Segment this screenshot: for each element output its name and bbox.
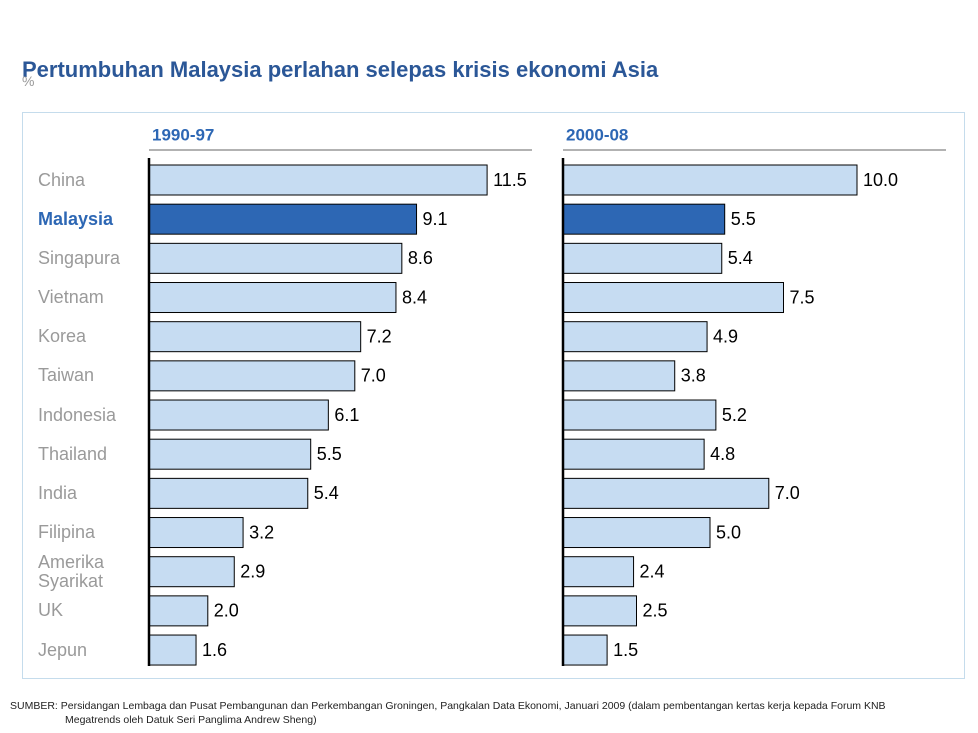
bar — [148, 360, 356, 392]
category-label: Jepun — [38, 639, 88, 660]
value-label: 5.2 — [722, 405, 747, 425]
panel-header: 1990-97 — [152, 125, 214, 144]
frame — [22, 112, 965, 679]
bar — [148, 282, 397, 314]
bar — [562, 203, 726, 235]
value-label: 5.4 — [314, 483, 339, 503]
bar — [562, 321, 708, 353]
category-label: Singapura — [38, 247, 121, 268]
category-label: Filipina — [38, 522, 96, 543]
bar — [148, 517, 244, 549]
value-label: 2.4 — [640, 561, 665, 581]
value-label: 5.5 — [317, 444, 342, 464]
category-label: Amerika Syarikat — [38, 551, 105, 591]
bar — [148, 477, 309, 509]
value-label: 2.0 — [214, 601, 239, 621]
bar — [562, 438, 705, 470]
source: SUMBER: Persidangan Lembaga dan Pusat Pe… — [10, 700, 886, 726]
value-label: 4.8 — [710, 444, 735, 464]
value-label: 7.0 — [775, 483, 800, 503]
category-label: UK — [38, 600, 64, 621]
bar — [148, 399, 329, 431]
value-label: 4.9 — [713, 326, 738, 346]
value-label: 7.0 — [361, 366, 386, 386]
value-label: 3.2 — [249, 522, 274, 542]
bar — [148, 634, 197, 666]
category-label: Thailand — [38, 443, 108, 464]
bar — [562, 556, 635, 588]
bar — [148, 556, 235, 588]
subtitle: % — [22, 73, 35, 89]
bar — [562, 360, 676, 392]
value-label: 9.1 — [423, 209, 448, 229]
value-label: 7.5 — [790, 287, 815, 307]
value-label: 2.9 — [240, 561, 265, 581]
category-label: Malaysia — [38, 208, 114, 229]
value-label: 5.5 — [731, 209, 756, 229]
value-label: 10.0 — [863, 170, 898, 190]
bar — [562, 282, 784, 314]
bar — [148, 595, 209, 627]
title: Pertumbuhan Malaysia perlahan selepas kr… — [22, 57, 659, 82]
value-label: 8.6 — [408, 248, 433, 268]
value-label: 1.5 — [613, 640, 638, 660]
value-label: 1.6 — [202, 640, 227, 660]
value-label: 7.2 — [367, 326, 392, 346]
value-label: 6.1 — [334, 405, 359, 425]
category-label: Vietnam — [38, 287, 104, 307]
value-label: 5.4 — [728, 248, 753, 268]
value-label: 2.5 — [643, 601, 668, 621]
category-label: Indonesia — [38, 404, 117, 425]
value-label: 5.0 — [716, 522, 741, 542]
bar — [562, 517, 711, 549]
bar — [562, 164, 858, 196]
bar — [562, 477, 770, 509]
bar — [562, 242, 723, 274]
bar — [148, 438, 312, 470]
value-label: 11.5 — [493, 170, 527, 190]
bar — [562, 399, 717, 431]
value-label: 8.4 — [402, 287, 427, 307]
value-label: 3.8 — [681, 366, 706, 386]
category-label: India — [38, 482, 78, 503]
bar — [562, 634, 608, 666]
category-label: Taiwan — [38, 365, 95, 386]
category-label: China — [38, 169, 86, 190]
category-label: Korea — [38, 326, 87, 347]
panel-header: 2000-08 — [566, 125, 628, 144]
bar — [148, 203, 418, 235]
bar — [148, 164, 488, 196]
bar — [562, 595, 637, 627]
bar — [148, 242, 403, 274]
bar — [148, 321, 362, 353]
